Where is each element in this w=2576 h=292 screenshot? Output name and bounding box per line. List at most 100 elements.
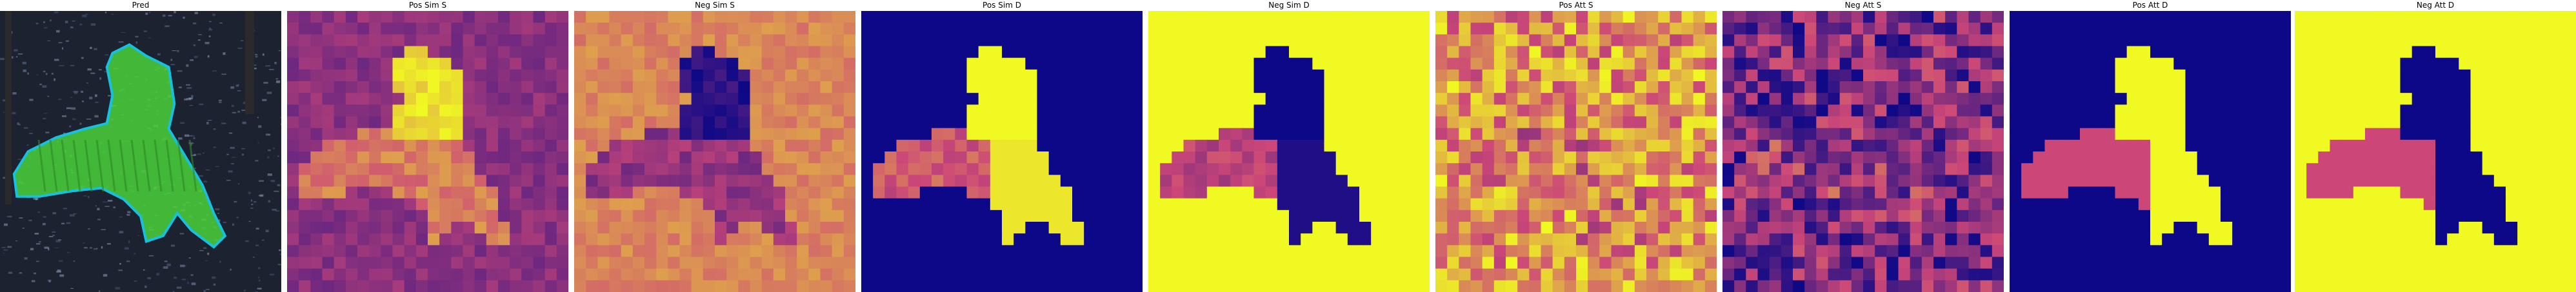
- heatmap-cell: [2208, 104, 2221, 117]
- heatmap-cell: [533, 280, 546, 292]
- heatmap-cell: [2068, 186, 2081, 199]
- heatmap-cell: [1734, 11, 1746, 23]
- heatmap-cell: [773, 23, 786, 35]
- heatmap-cell: [761, 57, 774, 70]
- heatmap-cell: [2162, 268, 2174, 281]
- heatmap-cell: [726, 268, 739, 281]
- heatmap-cell: [2267, 198, 2280, 211]
- heatmap-cell: [2377, 139, 2389, 152]
- heatmap-cell: [1980, 163, 1993, 175]
- grass-texture: [147, 277, 152, 280]
- heatmap-cell: [1406, 268, 1419, 281]
- heatmap-cell: [703, 198, 715, 211]
- heatmap-cell: [1206, 163, 1219, 175]
- heatmap-cell: [2185, 23, 2198, 35]
- heatmap-cell: [715, 57, 727, 70]
- heatmap-cell: [1945, 128, 1957, 141]
- heatmap-cell: [820, 163, 833, 175]
- heatmap-cell: [1746, 128, 1759, 141]
- heatmap-cell: [463, 198, 475, 211]
- heatmap-cell: [310, 11, 323, 23]
- grass-texture: [83, 195, 87, 197]
- heatmap-cell: [1219, 69, 1231, 82]
- heatmap-cell: [1072, 222, 1084, 234]
- heatmap-cell: [2255, 163, 2268, 175]
- grass-texture: [190, 59, 194, 61]
- heatmap-cell: [726, 69, 739, 82]
- heatmap-cell: [832, 69, 844, 82]
- heatmap-cell: [691, 34, 704, 47]
- heatmap-cell: [1921, 186, 1934, 199]
- heatmap-cell: [1670, 268, 1682, 281]
- heatmap-cell: [1406, 280, 1419, 292]
- heatmap-cell: [1148, 69, 1161, 82]
- heatmap-cell: [1347, 81, 1360, 93]
- heatmap-cell: [1383, 280, 1395, 292]
- heatmap-cell: [2423, 11, 2436, 23]
- grass-texture: [191, 282, 196, 286]
- heatmap-cell: [761, 233, 774, 246]
- heatmap-cell: [1611, 163, 1624, 175]
- heatmap-cell: [357, 175, 370, 188]
- heatmap-cell: [1482, 163, 1495, 175]
- heatmap-cell: [556, 104, 568, 117]
- heatmap-cell: [1693, 23, 1706, 35]
- grass-texture: [190, 274, 194, 277]
- heatmap-cell: [521, 222, 534, 234]
- heatmap-cell: [1910, 222, 1922, 234]
- heatmap-cell: [1383, 186, 1395, 199]
- heatmap-cell: [1781, 151, 1793, 164]
- heatmap-cell: [2435, 23, 2448, 35]
- heatmap-cell: [884, 209, 897, 222]
- heatmap-cell: [1552, 268, 1565, 281]
- heatmap-cell: [1506, 23, 1518, 35]
- heatmap-cell: [2459, 81, 2471, 93]
- heatmap-cell: [2400, 46, 2413, 59]
- grass-texture: [174, 11, 176, 14]
- heatmap-cell: [1324, 104, 1337, 117]
- heatmap-cell: [1968, 186, 1981, 199]
- heatmap-cell: [2564, 93, 2576, 105]
- heatmap-cell: [1048, 186, 1061, 199]
- heatmap-cell: [1289, 34, 1301, 47]
- heatmap-cell: [1851, 93, 1864, 105]
- heatmap-cell: [1148, 104, 1161, 117]
- heatmap-cell: [2080, 209, 2092, 222]
- panel-title: Pos Sim S: [408, 1, 447, 10]
- heatmap-cell: [1301, 209, 1313, 222]
- grass-texture: [172, 291, 175, 292]
- heatmap-cell: [1195, 268, 1208, 281]
- heatmap-cell: [1634, 257, 1647, 269]
- heatmap-cell: [1195, 57, 1208, 70]
- heatmap-cell: [1347, 257, 1360, 269]
- heatmap-cell: [1622, 139, 1635, 152]
- heatmap-cell: [715, 233, 727, 246]
- heatmap-cell: [2482, 11, 2495, 23]
- heatmap-cell: [843, 151, 855, 164]
- heatmap-cell: [609, 46, 622, 59]
- heatmap-cell: [2388, 186, 2401, 199]
- heatmap-cell: [1301, 81, 1313, 93]
- heatmap-cell: [2482, 93, 2495, 105]
- heatmap-cell: [2208, 46, 2221, 59]
- heatmap-cell: [679, 233, 692, 246]
- heatmap-cell: [1470, 34, 1483, 47]
- heatmap-cell: [761, 23, 774, 35]
- heatmap-cell: [1230, 209, 1243, 222]
- heatmap-cell: [1898, 104, 1911, 117]
- heatmap-cell: [797, 116, 809, 129]
- heatmap-cell: [2115, 257, 2128, 269]
- heatmap-cell: [1851, 163, 1864, 175]
- heatmap-cell: [1160, 57, 1172, 70]
- heatmap-cell: [978, 280, 991, 292]
- grass-texture: [265, 65, 270, 67]
- heatmap-cell: [1898, 93, 1911, 105]
- heatmap-cell: [369, 257, 381, 269]
- heatmap-cell: [1599, 209, 1612, 222]
- grass-texture: [55, 240, 61, 242]
- heatmap-cell: [544, 222, 557, 234]
- grass-texture: [7, 215, 12, 218]
- heatmap-cell: [691, 245, 704, 258]
- heatmap-cell: [808, 116, 821, 129]
- heatmap-cell: [1371, 46, 1383, 59]
